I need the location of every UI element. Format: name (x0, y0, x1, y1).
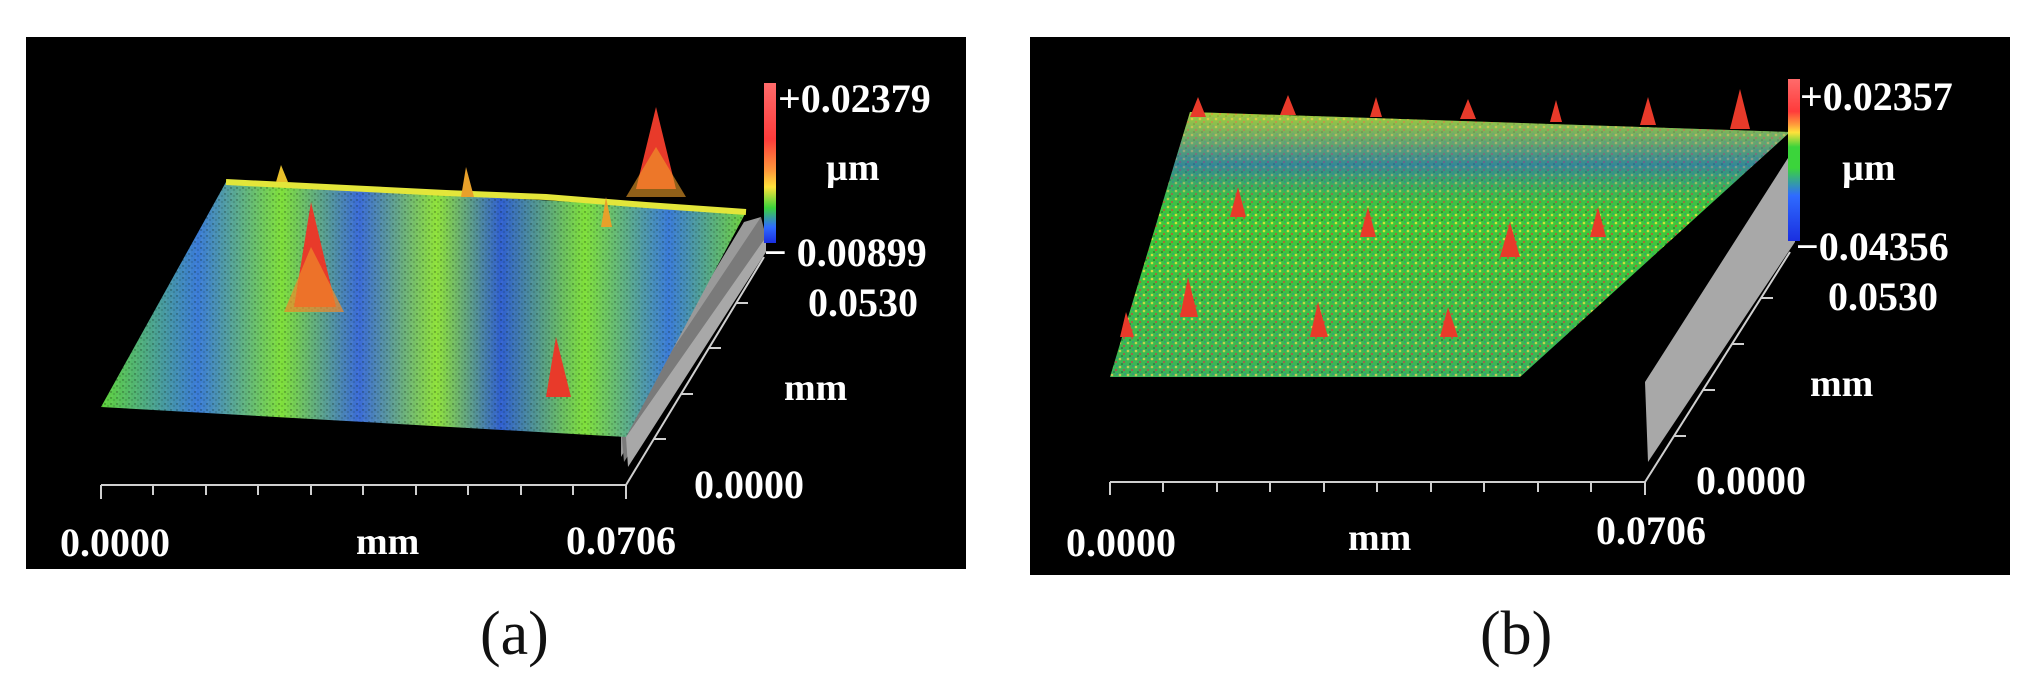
surface-noise-a (101, 182, 746, 437)
y-axis-wall-a (626, 237, 766, 467)
surface-3d-plot-a (100, 107, 766, 499)
colorbar-b (1788, 79, 1800, 241)
peak-a-2-base (626, 147, 686, 197)
surface-plot-panel-b: +0.02357 µm −0.04356 0.0530 mm 0.0000 0.… (1030, 37, 2010, 575)
peak-a-5 (601, 197, 612, 227)
y-axis-wall-b (1645, 147, 1795, 462)
y-axis-a-unit-label: mm (784, 367, 848, 409)
colorbar-b-unit-label: µm (1842, 147, 1896, 189)
y-axis-b-max-label: 0.0530 (1828, 274, 1938, 319)
x-axis-b-min-label: 0.0000 (1066, 520, 1176, 565)
surface-plot-panel-a: +0.02379 µm − 0.00899 0.0530 mm 0.0000 0… (26, 37, 966, 569)
surface-3d-plot-b (1109, 89, 1795, 495)
y-axis-b-min-label: 0.0000 (1696, 458, 1806, 503)
colorbar-a-min-label: − 0.00899 (764, 230, 927, 275)
colorbar-b-strip (1788, 79, 1800, 241)
y-axis-a-min-label: 0.0000 (694, 462, 804, 507)
peak-a-6 (276, 165, 288, 182)
x-axis-a-unit-label: mm (356, 521, 420, 563)
colorbar-b-min-label: −0.04356 (1796, 224, 1949, 269)
surface-edge-a (225, 179, 747, 215)
caption-a: (a) (480, 600, 549, 668)
colorbar-a-strip (764, 83, 776, 243)
x-axis-b-max-label: 0.0706 (1596, 508, 1706, 553)
x-axis-b-unit-label: mm (1348, 517, 1412, 559)
colorbar-a-unit-label: µm (826, 147, 880, 189)
surface-spikes-b (1120, 89, 1750, 337)
caption-b: (b) (1480, 600, 1553, 668)
y-axis-b-unit-label: mm (1810, 363, 1874, 405)
peak-a-3 (546, 337, 571, 397)
x-axis-a-min-label: 0.0000 (60, 520, 170, 565)
colorbar-b-max-label: +0.02357 (1800, 74, 1953, 119)
colorbar-a-max-label: +0.02379 (778, 76, 931, 121)
surface-band-b (1110, 112, 1790, 377)
x-axis-a-max-label: 0.0706 (566, 518, 676, 563)
peak-a-1-base (284, 247, 344, 312)
peak-a-4 (461, 167, 474, 197)
colorbar-a (764, 83, 776, 243)
y-axis-a-max-label: 0.0530 (808, 280, 918, 325)
